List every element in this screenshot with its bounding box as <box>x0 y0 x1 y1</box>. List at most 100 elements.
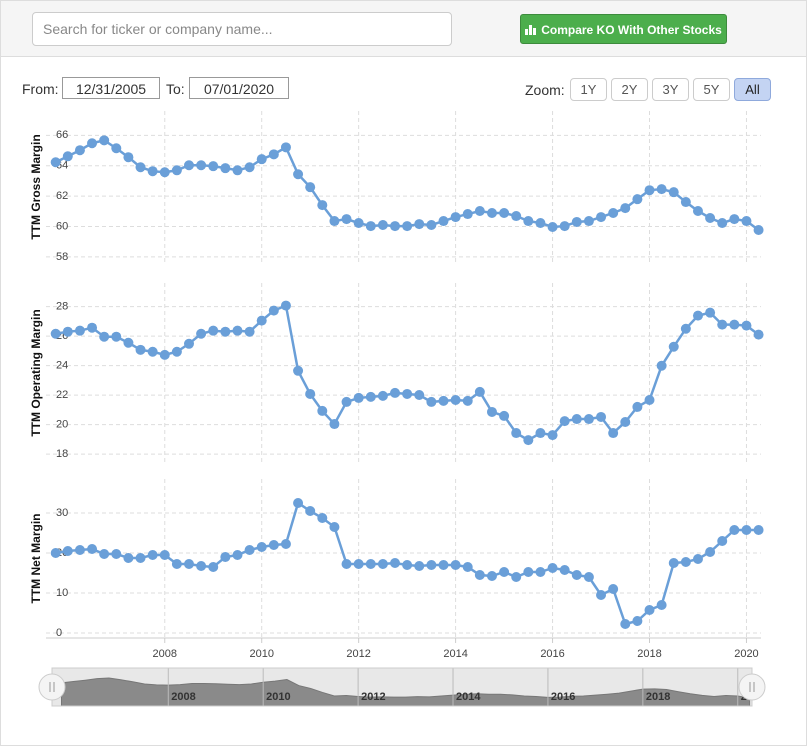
data-point <box>268 149 279 160</box>
data-point <box>414 389 425 400</box>
data-point <box>571 216 582 227</box>
data-point <box>535 567 546 577</box>
data-point <box>353 559 364 569</box>
data-point <box>729 319 740 330</box>
x-tick-label: 2012 <box>346 648 370 660</box>
data-point <box>244 326 255 337</box>
data-point <box>317 200 328 211</box>
data-point <box>353 218 364 229</box>
navigator-handle[interactable] <box>38 673 66 701</box>
data-point <box>232 550 243 560</box>
data-point <box>583 414 594 425</box>
data-point <box>523 216 534 227</box>
data-point <box>196 328 207 339</box>
zoom-button[interactable]: 1Y <box>570 78 607 101</box>
data-point <box>402 560 413 570</box>
zoom-button[interactable]: 5Y <box>693 78 730 101</box>
data-point <box>753 525 764 535</box>
data-point <box>474 206 485 217</box>
data-point <box>341 214 352 225</box>
data-point <box>632 616 643 626</box>
data-point <box>62 151 73 162</box>
data-point <box>450 560 461 570</box>
data-point <box>523 435 534 446</box>
data-point <box>256 154 267 165</box>
data-point <box>305 506 316 516</box>
navigator-area <box>60 677 751 707</box>
data-point <box>559 565 570 575</box>
data-point <box>123 337 134 348</box>
zoom-button[interactable]: 2Y <box>611 78 648 101</box>
x-tick-label: 2016 <box>540 648 564 660</box>
data-point <box>571 570 582 580</box>
data-point <box>390 387 401 398</box>
data-point <box>717 218 728 229</box>
data-point <box>123 152 134 163</box>
data-point <box>499 567 510 577</box>
data-point <box>717 319 728 330</box>
zoom-label: Zoom: <box>525 82 565 98</box>
data-point <box>280 539 291 549</box>
data-point <box>256 315 267 326</box>
data-point <box>256 542 267 552</box>
data-point <box>377 559 388 569</box>
data-point <box>608 584 619 594</box>
data-point <box>620 203 631 214</box>
data-point <box>159 349 170 360</box>
y-tick-label: 30 <box>56 507 68 519</box>
data-point <box>414 219 425 230</box>
data-point <box>486 207 497 218</box>
zoom-button[interactable]: All <box>734 78 771 101</box>
data-point <box>729 214 740 225</box>
data-point <box>692 206 703 217</box>
data-point <box>668 341 679 352</box>
data-point <box>596 212 607 223</box>
x-tick-label: 2010 <box>249 648 273 660</box>
data-point <box>741 216 752 227</box>
data-point <box>486 406 497 417</box>
from-date[interactable]: 12/31/2005 <box>62 77 160 99</box>
data-point <box>184 559 194 569</box>
data-point <box>220 552 231 562</box>
data-point <box>741 525 752 535</box>
data-point <box>87 544 98 554</box>
data-point <box>426 220 437 230</box>
data-point <box>499 207 510 218</box>
data-point <box>196 160 207 171</box>
data-point <box>511 572 522 582</box>
compare-text: Compare KO With Other Stocks <box>541 23 722 37</box>
navigator-label: 2016 <box>551 691 575 703</box>
data-point <box>99 549 110 559</box>
data-point <box>293 365 304 376</box>
zoom-button[interactable]: 3Y <box>652 78 689 101</box>
y-tick-label: 22 <box>56 389 68 401</box>
data-point <box>438 216 449 227</box>
to-date[interactable]: 07/01/2020 <box>189 77 289 99</box>
x-tick-label: 2018 <box>637 648 661 660</box>
data-point <box>50 548 61 558</box>
data-point <box>220 326 231 337</box>
bar-icon <box>525 25 537 35</box>
data-point <box>208 562 219 572</box>
data-point <box>135 344 146 355</box>
data-point <box>462 562 473 572</box>
x-tick-label: 2020 <box>734 648 758 660</box>
data-point <box>317 513 328 523</box>
data-point <box>147 166 158 177</box>
data-point <box>135 162 146 173</box>
data-point <box>111 331 122 342</box>
data-point <box>596 411 607 422</box>
data-point <box>377 220 388 230</box>
data-point <box>196 561 207 571</box>
data-point <box>474 386 485 397</box>
from-label: From: <box>22 81 59 97</box>
data-point <box>547 430 558 441</box>
data-point <box>244 545 255 555</box>
compare-button[interactable]: Compare KO With Other Stocks <box>520 14 727 44</box>
data-point <box>305 182 316 193</box>
data-point <box>571 414 582 425</box>
search-input[interactable]: Search for ticker or company name... <box>32 12 452 46</box>
data-point <box>329 522 340 532</box>
navigator-label: 2012 <box>361 691 385 703</box>
navigator-handle[interactable] <box>738 673 766 701</box>
